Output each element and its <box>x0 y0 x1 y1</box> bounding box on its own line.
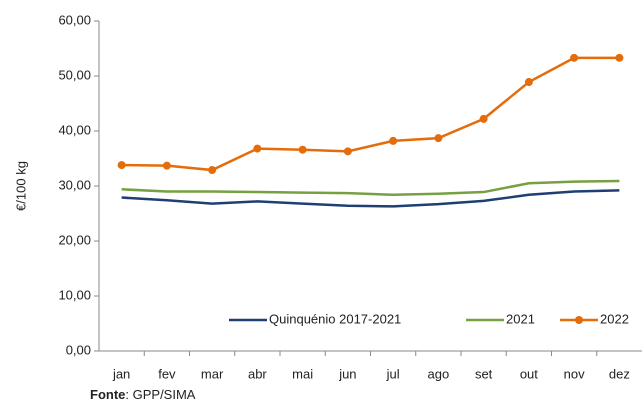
marker <box>298 145 307 154</box>
marker <box>434 134 443 143</box>
line <box>121 56 620 172</box>
line <box>121 189 620 208</box>
legend-label: Quinquénio 2017-2021 <box>269 311 401 326</box>
x-tick-label: set <box>475 366 493 381</box>
marker <box>570 53 579 62</box>
x-tick-label: out <box>520 366 538 381</box>
x-tick-label: mai <box>292 366 313 381</box>
y-tick-label: 40,00 <box>58 122 91 137</box>
marker <box>389 136 398 145</box>
x-tick-label: jul <box>386 366 400 381</box>
y-tick-label: 20,00 <box>58 232 91 247</box>
marker <box>208 166 217 175</box>
marker <box>343 147 352 156</box>
marker <box>615 53 624 62</box>
y-axis-label: €/100 kg <box>13 161 28 211</box>
marker <box>479 114 488 123</box>
marker <box>524 78 533 87</box>
y-tick-label: 60,00 <box>58 12 91 27</box>
x-tick-label: ago <box>428 366 450 381</box>
marker <box>253 144 262 153</box>
x-tick-label: mar <box>201 366 224 381</box>
y-tick-label: 30,00 <box>58 177 91 192</box>
legend-label: 2022 <box>600 311 629 326</box>
x-tick-label: fev <box>158 366 176 381</box>
y-tick-label: 10,00 <box>58 287 91 302</box>
x-tick-label: dez <box>609 366 630 381</box>
source-text: : GPP/SIMA <box>125 387 195 402</box>
marker <box>117 161 126 170</box>
legend-marker <box>575 316 583 324</box>
x-tick-label: nov <box>564 366 585 381</box>
source-label: Fonte <box>90 387 125 402</box>
source: Fonte: GPP/SIMA <box>90 387 196 402</box>
line <box>121 179 620 197</box>
y-tick-label: 50,00 <box>58 67 91 82</box>
legend-label: 2021 <box>506 311 535 326</box>
x-tick-label: jun <box>338 366 356 381</box>
y-tick-label: 0,00 <box>66 342 91 357</box>
x-tick-label: jan <box>112 366 130 381</box>
x-tick-label: abr <box>248 366 267 381</box>
marker <box>162 161 171 170</box>
